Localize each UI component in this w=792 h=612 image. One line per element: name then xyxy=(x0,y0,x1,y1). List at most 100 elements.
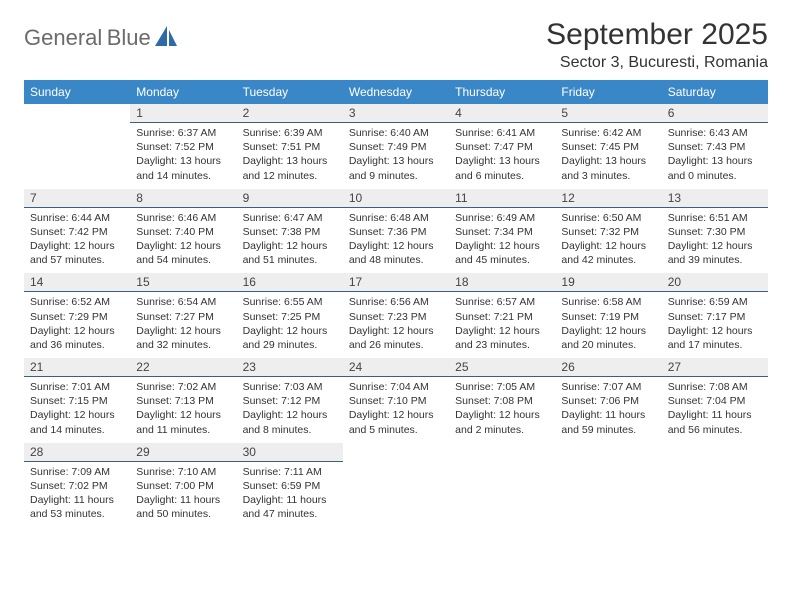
sunrise-text: Sunrise: 6:56 AM xyxy=(349,295,443,309)
day-number: 17 xyxy=(343,273,449,292)
daylight-text: Daylight: 12 hours and 36 minutes. xyxy=(30,324,124,352)
day-body xyxy=(24,122,130,184)
day-cell xyxy=(662,443,768,528)
week-row: 21Sunrise: 7:01 AMSunset: 7:15 PMDayligh… xyxy=(24,358,768,443)
sunset-text: Sunset: 7:19 PM xyxy=(561,310,655,324)
day-number: 7 xyxy=(24,189,130,208)
daylight-text: Daylight: 11 hours and 50 minutes. xyxy=(136,493,230,521)
day-cell: 16Sunrise: 6:55 AMSunset: 7:25 PMDayligh… xyxy=(237,273,343,358)
daylight-text: Daylight: 12 hours and 48 minutes. xyxy=(349,239,443,267)
day-number: 12 xyxy=(555,189,661,208)
header: General Blue September 2025 Sector 3, Bu… xyxy=(24,18,768,72)
daylight-text: Daylight: 12 hours and 5 minutes. xyxy=(349,408,443,436)
day-number: 4 xyxy=(449,104,555,123)
day-body: Sunrise: 7:04 AMSunset: 7:10 PMDaylight:… xyxy=(343,377,449,443)
day-body: Sunrise: 6:56 AMSunset: 7:23 PMDaylight:… xyxy=(343,292,449,358)
brand-logo: General Blue xyxy=(24,24,179,53)
day-cell: 24Sunrise: 7:04 AMSunset: 7:10 PMDayligh… xyxy=(343,358,449,443)
day-body: Sunrise: 6:54 AMSunset: 7:27 PMDaylight:… xyxy=(130,292,236,358)
day-body: Sunrise: 7:07 AMSunset: 7:06 PMDaylight:… xyxy=(555,377,661,443)
day-body: Sunrise: 6:42 AMSunset: 7:45 PMDaylight:… xyxy=(555,123,661,189)
sunrise-text: Sunrise: 6:44 AM xyxy=(30,211,124,225)
daylight-text: Daylight: 12 hours and 57 minutes. xyxy=(30,239,124,267)
sunset-text: Sunset: 7:08 PM xyxy=(455,394,549,408)
sunset-text: Sunset: 7:21 PM xyxy=(455,310,549,324)
day-cell xyxy=(24,104,130,189)
sunset-text: Sunset: 7:38 PM xyxy=(243,225,337,239)
sunset-text: Sunset: 7:12 PM xyxy=(243,394,337,408)
day-cell: 3Sunrise: 6:40 AMSunset: 7:49 PMDaylight… xyxy=(343,104,449,189)
day-header-fri: Friday xyxy=(555,80,661,104)
week-row: 7Sunrise: 6:44 AMSunset: 7:42 PMDaylight… xyxy=(24,189,768,274)
daylight-text: Daylight: 13 hours and 9 minutes. xyxy=(349,154,443,182)
day-number: 23 xyxy=(237,358,343,377)
day-header-sat: Saturday xyxy=(662,80,768,104)
sunrise-text: Sunrise: 7:09 AM xyxy=(30,465,124,479)
sunrise-text: Sunrise: 6:59 AM xyxy=(668,295,762,309)
day-number: 18 xyxy=(449,273,555,292)
day-cell: 15Sunrise: 6:54 AMSunset: 7:27 PMDayligh… xyxy=(130,273,236,358)
day-number: 15 xyxy=(130,273,236,292)
daylight-text: Daylight: 13 hours and 0 minutes. xyxy=(668,154,762,182)
sunset-text: Sunset: 7:51 PM xyxy=(243,140,337,154)
day-number xyxy=(343,443,449,461)
day-body: Sunrise: 6:50 AMSunset: 7:32 PMDaylight:… xyxy=(555,208,661,274)
day-number: 8 xyxy=(130,189,236,208)
day-header-thu: Thursday xyxy=(449,80,555,104)
sunrise-text: Sunrise: 6:42 AM xyxy=(561,126,655,140)
day-body: Sunrise: 7:01 AMSunset: 7:15 PMDaylight:… xyxy=(24,377,130,443)
calendar: Sunday Monday Tuesday Wednesday Thursday… xyxy=(24,80,768,527)
day-header-wed: Wednesday xyxy=(343,80,449,104)
day-body: Sunrise: 6:58 AMSunset: 7:19 PMDaylight:… xyxy=(555,292,661,358)
daylight-text: Daylight: 13 hours and 6 minutes. xyxy=(455,154,549,182)
sunset-text: Sunset: 7:17 PM xyxy=(668,310,762,324)
day-cell: 14Sunrise: 6:52 AMSunset: 7:29 PMDayligh… xyxy=(24,273,130,358)
day-cell: 27Sunrise: 7:08 AMSunset: 7:04 PMDayligh… xyxy=(662,358,768,443)
day-cell: 1Sunrise: 6:37 AMSunset: 7:52 PMDaylight… xyxy=(130,104,236,189)
day-cell: 8Sunrise: 6:46 AMSunset: 7:40 PMDaylight… xyxy=(130,189,236,274)
sunset-text: Sunset: 7:42 PM xyxy=(30,225,124,239)
sunrise-text: Sunrise: 6:51 AM xyxy=(668,211,762,225)
day-cell: 10Sunrise: 6:48 AMSunset: 7:36 PMDayligh… xyxy=(343,189,449,274)
day-body: Sunrise: 6:44 AMSunset: 7:42 PMDaylight:… xyxy=(24,208,130,274)
sunrise-text: Sunrise: 6:58 AM xyxy=(561,295,655,309)
day-cell: 21Sunrise: 7:01 AMSunset: 7:15 PMDayligh… xyxy=(24,358,130,443)
sunset-text: Sunset: 7:29 PM xyxy=(30,310,124,324)
location: Sector 3, Bucuresti, Romania xyxy=(546,54,768,72)
day-body: Sunrise: 6:55 AMSunset: 7:25 PMDaylight:… xyxy=(237,292,343,358)
day-body xyxy=(662,461,768,523)
sunrise-text: Sunrise: 6:50 AM xyxy=(561,211,655,225)
day-number: 28 xyxy=(24,443,130,462)
daylight-text: Daylight: 12 hours and 23 minutes. xyxy=(455,324,549,352)
day-body: Sunrise: 7:09 AMSunset: 7:02 PMDaylight:… xyxy=(24,462,130,528)
day-body: Sunrise: 6:43 AMSunset: 7:43 PMDaylight:… xyxy=(662,123,768,189)
daylight-text: Daylight: 13 hours and 12 minutes. xyxy=(243,154,337,182)
daylight-text: Daylight: 12 hours and 54 minutes. xyxy=(136,239,230,267)
daylight-text: Daylight: 12 hours and 42 minutes. xyxy=(561,239,655,267)
week-row: 14Sunrise: 6:52 AMSunset: 7:29 PMDayligh… xyxy=(24,273,768,358)
daylight-text: Daylight: 12 hours and 2 minutes. xyxy=(455,408,549,436)
day-body: Sunrise: 6:47 AMSunset: 7:38 PMDaylight:… xyxy=(237,208,343,274)
day-cell: 7Sunrise: 6:44 AMSunset: 7:42 PMDaylight… xyxy=(24,189,130,274)
day-body: Sunrise: 7:02 AMSunset: 7:13 PMDaylight:… xyxy=(130,377,236,443)
day-cell: 18Sunrise: 6:57 AMSunset: 7:21 PMDayligh… xyxy=(449,273,555,358)
sunrise-text: Sunrise: 7:03 AM xyxy=(243,380,337,394)
day-number: 24 xyxy=(343,358,449,377)
daylight-text: Daylight: 11 hours and 47 minutes. xyxy=(243,493,337,521)
sunset-text: Sunset: 7:45 PM xyxy=(561,140,655,154)
day-number: 5 xyxy=(555,104,661,123)
day-cell: 4Sunrise: 6:41 AMSunset: 7:47 PMDaylight… xyxy=(449,104,555,189)
sunrise-text: Sunrise: 6:49 AM xyxy=(455,211,549,225)
day-number: 13 xyxy=(662,189,768,208)
day-cell: 30Sunrise: 7:11 AMSunset: 6:59 PMDayligh… xyxy=(237,443,343,528)
sunset-text: Sunset: 7:52 PM xyxy=(136,140,230,154)
day-cell: 23Sunrise: 7:03 AMSunset: 7:12 PMDayligh… xyxy=(237,358,343,443)
sunset-text: Sunset: 7:13 PM xyxy=(136,394,230,408)
day-number xyxy=(449,443,555,461)
day-header-row: Sunday Monday Tuesday Wednesday Thursday… xyxy=(24,80,768,104)
daylight-text: Daylight: 12 hours and 17 minutes. xyxy=(668,324,762,352)
sunset-text: Sunset: 6:59 PM xyxy=(243,479,337,493)
day-number: 6 xyxy=(662,104,768,123)
logo-text: General Blue xyxy=(24,27,151,50)
day-number: 1 xyxy=(130,104,236,123)
